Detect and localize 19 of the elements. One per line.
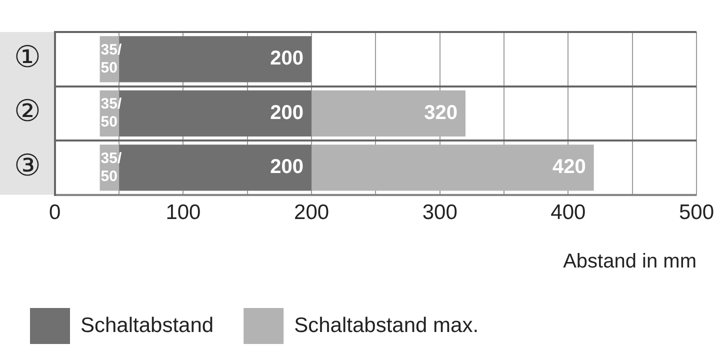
bar	[312, 90, 466, 136]
x-tick-label: 200	[294, 201, 330, 224]
x-tick-label: 0	[49, 201, 61, 224]
x-tick-label: 400	[550, 201, 586, 224]
y-tick-label: ①	[14, 40, 41, 75]
x-tick-label: 300	[422, 201, 458, 224]
data-label: 200	[270, 48, 304, 70]
legend-label: Schaltabstand	[80, 314, 214, 337]
y-tick-label: ③	[14, 148, 41, 184]
legend-label: Schaltabstand max.	[294, 314, 479, 337]
data-label: 200	[270, 156, 304, 178]
x-tick-label: 100	[166, 201, 201, 224]
data-label: 420	[552, 156, 586, 178]
y-tick-label: ②	[14, 94, 41, 130]
bar	[312, 144, 594, 191]
x-tick-label: 500	[678, 201, 714, 224]
data-label: 320	[424, 102, 458, 124]
data-label: 200	[270, 102, 304, 124]
x-axis-title: Abstand in mm	[563, 250, 696, 273]
